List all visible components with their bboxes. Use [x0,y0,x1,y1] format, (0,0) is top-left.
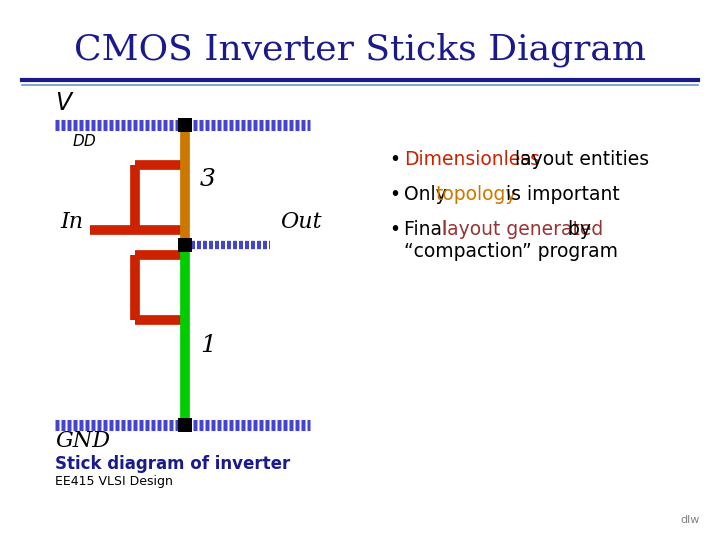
Text: Only: Only [404,185,453,204]
Text: In: In [60,212,83,233]
Text: •: • [390,150,407,169]
Text: $\it{V}$: $\it{V}$ [55,92,75,115]
Text: layout entities: layout entities [509,150,649,169]
Text: layout generated: layout generated [442,220,603,239]
Text: dlw: dlw [680,515,700,525]
Text: “compaction” program: “compaction” program [404,242,618,261]
Text: Out: Out [280,212,322,233]
Text: Stick diagram of inverter: Stick diagram of inverter [55,455,290,473]
Text: 1: 1 [200,334,216,356]
Text: Final: Final [404,220,453,239]
Text: $\it{DD}$: $\it{DD}$ [72,133,96,149]
Text: CMOS Inverter Sticks Diagram: CMOS Inverter Sticks Diagram [74,33,646,68]
Text: GND: GND [55,430,110,452]
Text: EE415 VLSI Design: EE415 VLSI Design [55,475,173,488]
Text: •: • [390,185,407,204]
Text: •: • [390,220,407,239]
Text: by: by [562,220,591,239]
Text: topology: topology [436,185,518,204]
Text: Dimensionless: Dimensionless [404,150,540,169]
Bar [178,418,192,432]
Bar [178,238,192,252]
Text: 3: 3 [200,168,216,192]
Bar [178,118,192,132]
Text: is important: is important [500,185,620,204]
